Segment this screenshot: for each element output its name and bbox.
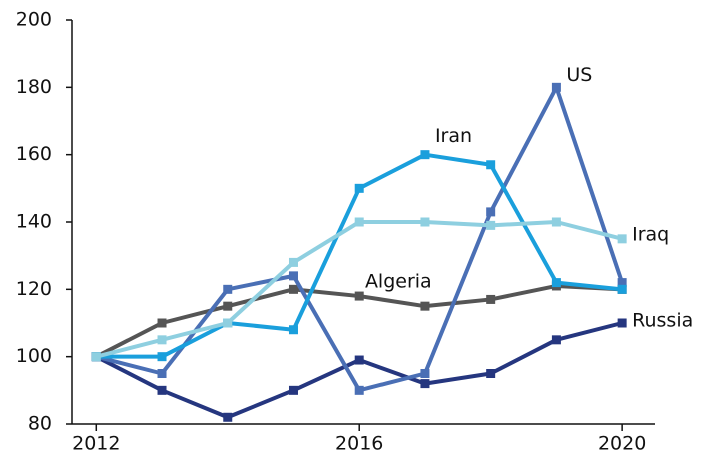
- x-tick-label: 2012: [72, 433, 120, 455]
- data-point: [354, 183, 364, 193]
- data-point: [617, 318, 627, 328]
- data-point: [157, 318, 167, 328]
- data-point: [420, 217, 430, 227]
- data-point: [617, 284, 627, 294]
- y-tick-label: 80: [28, 413, 52, 435]
- data-point: [486, 369, 496, 378]
- data-point: [486, 294, 496, 304]
- series-label: Russia: [632, 310, 693, 332]
- data-point: [551, 217, 561, 227]
- data-point: [551, 335, 561, 345]
- x-tick-label: 2016: [335, 433, 383, 455]
- y-tick-label: 100: [16, 345, 52, 367]
- data-point: [617, 278, 627, 288]
- data-point: [420, 379, 430, 389]
- series-label: Iran: [435, 125, 472, 147]
- y-tick-label: 160: [16, 143, 52, 165]
- data-point: [354, 385, 364, 395]
- data-point: [288, 257, 298, 267]
- series-label: Algeria: [365, 271, 432, 293]
- data-point: [157, 352, 167, 362]
- data-point: [223, 318, 233, 328]
- data-point: [223, 301, 233, 311]
- series-label: US: [566, 64, 592, 86]
- x-tick-label: 2020: [598, 433, 646, 455]
- data-point: [420, 301, 430, 311]
- y-tick-label: 120: [16, 278, 52, 300]
- data-point: [288, 385, 298, 395]
- data-point: [486, 207, 496, 217]
- data-point: [91, 352, 101, 362]
- y-tick-label: 200: [16, 9, 52, 31]
- data-point: [157, 385, 167, 395]
- data-point: [551, 278, 561, 288]
- data-point: [288, 271, 298, 281]
- data-point: [288, 284, 298, 294]
- data-point: [354, 291, 364, 301]
- data-point: [157, 335, 167, 345]
- data-point: [223, 412, 233, 422]
- y-tick-label: 140: [16, 211, 52, 233]
- data-point: [486, 220, 496, 230]
- series-label: Iraq: [632, 223, 669, 245]
- data-point: [288, 325, 298, 335]
- data-point: [420, 369, 430, 378]
- data-point: [420, 150, 430, 160]
- data-point: [354, 355, 364, 365]
- data-point: [157, 369, 167, 378]
- y-tick-label: 180: [16, 76, 52, 98]
- data-point: [486, 160, 496, 170]
- data-point: [617, 234, 627, 244]
- data-point: [551, 82, 561, 92]
- data-point: [223, 284, 233, 294]
- data-point: [354, 217, 364, 227]
